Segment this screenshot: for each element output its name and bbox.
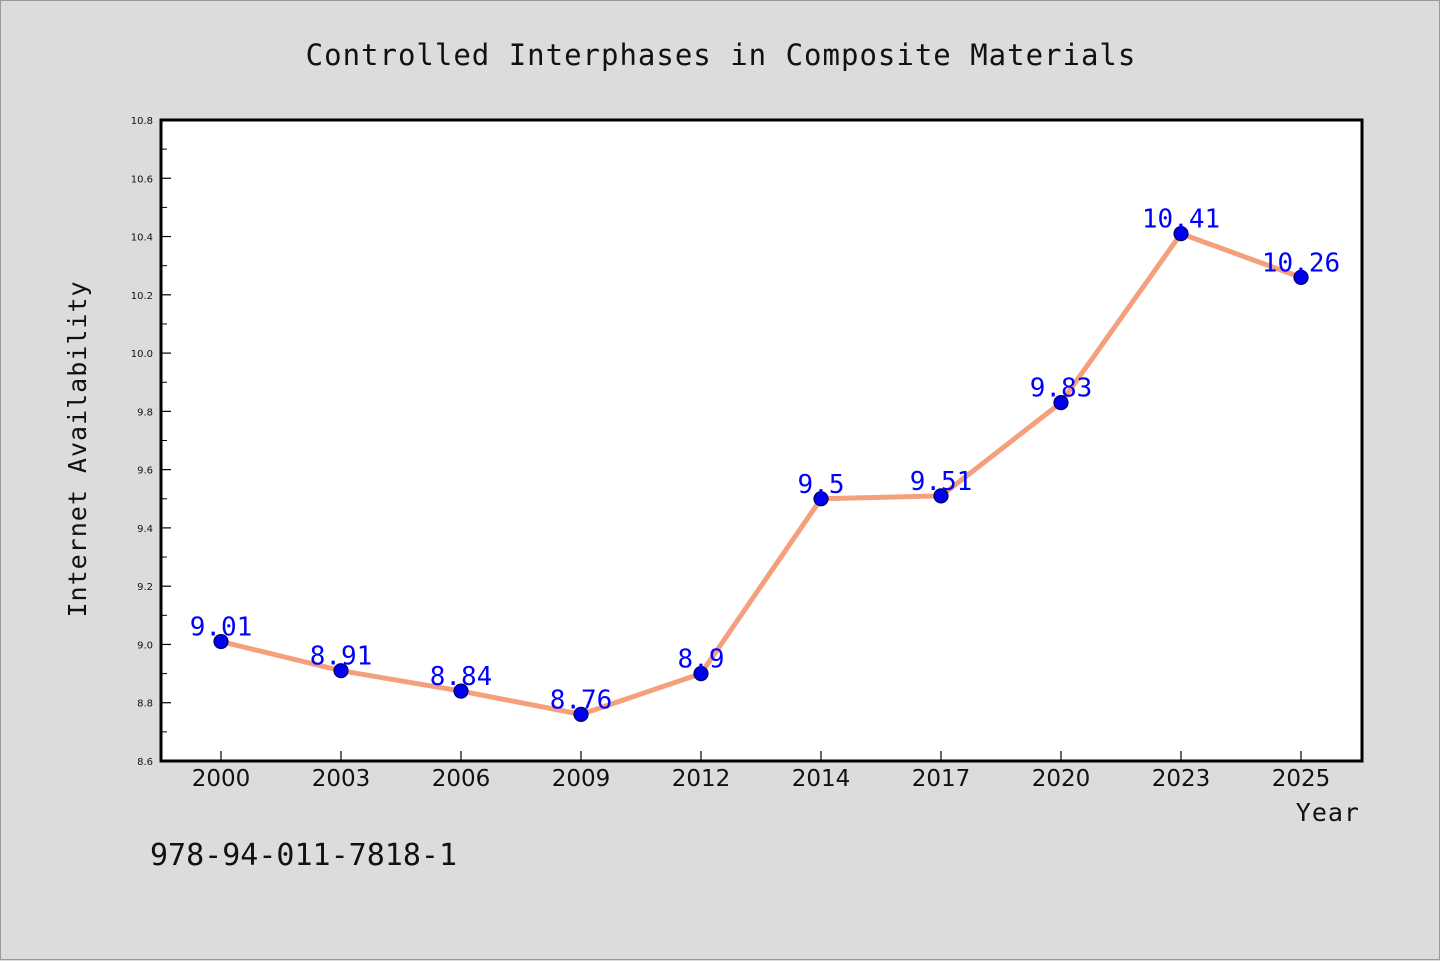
x-tick-label: 2020	[1032, 766, 1091, 792]
x-tick-label: 2014	[792, 766, 851, 792]
data-label: 9.51	[910, 467, 973, 497]
plot-area	[159, 118, 1364, 763]
isbn-text: 978-94-011-7818-1	[150, 838, 457, 873]
y-tick-label: 9.6	[137, 466, 153, 477]
x-tick-label: 2025	[1272, 766, 1331, 792]
data-point	[333, 663, 349, 679]
y-tick-label: 10.4	[131, 233, 153, 244]
y-tick-label: 9.8	[137, 407, 153, 418]
y-tick-label: 8.6	[137, 757, 153, 768]
data-point	[1293, 269, 1309, 285]
data-point	[813, 491, 829, 507]
series-line	[220, 231, 1302, 717]
data-label: 8.84	[430, 662, 493, 692]
x-tick-label: 2003	[312, 766, 371, 792]
x-tick-label: 2006	[432, 766, 491, 792]
data-label: 9.83	[1030, 374, 1093, 404]
data-label: 8.91	[310, 642, 373, 672]
x-tick-label: 2017	[912, 766, 971, 792]
x-tick-label: 2009	[552, 766, 611, 792]
data-point	[1053, 395, 1069, 411]
data-point	[213, 633, 229, 650]
y-tick-label: 10.2	[131, 291, 153, 302]
y-tick-label: 8.8	[137, 699, 153, 710]
y-tick-label: 10.6	[131, 174, 153, 185]
chart-title: Controlled Interphases in Composite Mate…	[306, 38, 1137, 72]
y-axis: 8.6 8.8 9.0 9.2 9.4 9.6 9.8 10.0 10.2 10.4 10.6 10.…	[131, 116, 171, 768]
data-point	[453, 683, 469, 699]
data-label: 9.01	[190, 613, 253, 643]
data-point	[693, 665, 709, 682]
data-label: 9.5	[798, 470, 845, 500]
y-tick-label: 10.0	[131, 349, 153, 360]
data-label: 10.26	[1262, 248, 1340, 278]
data-label: 8.76	[550, 685, 613, 715]
x-tick-label: 2012	[672, 766, 731, 792]
data-point	[933, 488, 949, 504]
y-tick-label: 9.0	[137, 640, 153, 651]
x-axis: 2000 2003 2006 2009 2012 2014 2017 2020 2023 2025	[192, 751, 1331, 792]
y-axis-label: Internet Availability	[63, 280, 92, 617]
data-point	[1173, 226, 1189, 242]
x-tick-label: 2000	[192, 766, 251, 792]
y-tick-label: 10.8	[131, 116, 153, 127]
data-point	[573, 706, 589, 722]
x-axis-label: Year	[1296, 798, 1360, 827]
x-tick-label: 2023	[1152, 766, 1211, 792]
y-tick-label: 9.4	[137, 524, 153, 535]
data-label: 8.9	[678, 645, 725, 675]
data-label: 10.41	[1142, 205, 1220, 235]
data-labels: 9.01 8.91 8.84 8.76 8.9 9.5 9.51 9.83 10.41 10.26	[190, 205, 1340, 716]
data-markers	[213, 226, 1309, 722]
y-tick-label: 9.2	[137, 582, 153, 593]
